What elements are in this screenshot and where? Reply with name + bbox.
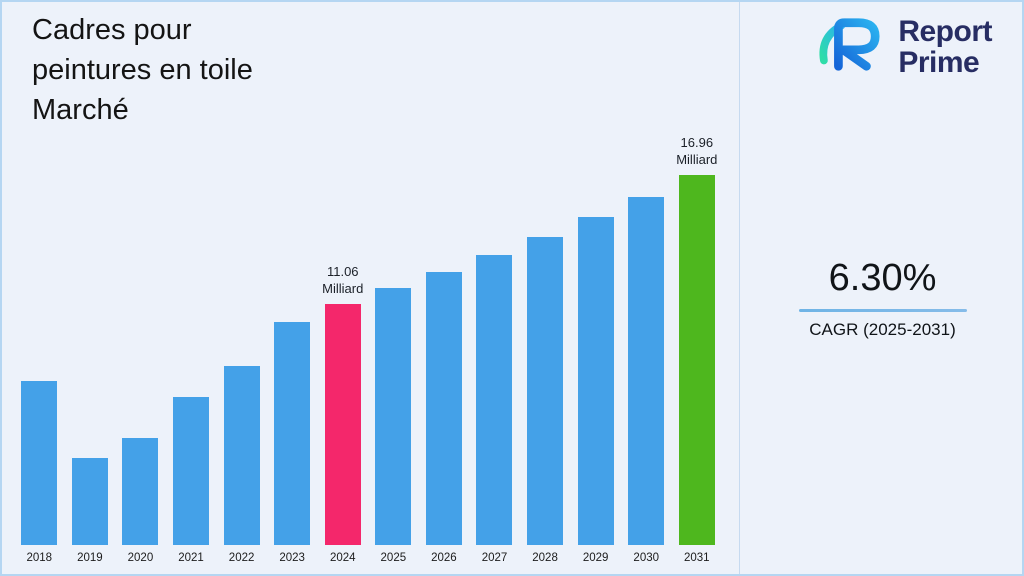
axis-label-2031: 2031: [684, 552, 710, 564]
bar-2031: [678, 175, 715, 545]
bar-group-2019: 2019: [65, 458, 116, 564]
cagr-underline: [798, 309, 967, 312]
bar-group-2022: 2022: [216, 366, 267, 564]
bar-2021: [173, 397, 210, 545]
axis-label-2024: 2024: [329, 552, 356, 564]
axis-label-2018: 2018: [26, 552, 53, 564]
axis-label-2025: 2025: [380, 552, 407, 564]
axis-label-2026: 2026: [431, 552, 457, 564]
bar-2024: [324, 304, 361, 545]
bar-2025: [375, 288, 412, 545]
bar-chart: 2018 2019 2020 2021 2022 2023 11.06 Milliard 202…: [14, 134, 722, 564]
bar-2019: [71, 458, 108, 545]
bar-2023: [274, 322, 311, 545]
axis-label-2022: 2022: [228, 552, 255, 564]
bar-2018: [21, 381, 58, 545]
bar-group-2018: 2018: [14, 381, 65, 564]
bar-group-2021: 2021: [166, 397, 217, 564]
bar-group-2023: 2023: [267, 322, 318, 564]
axis-label-2019: 2019: [77, 552, 103, 564]
report-prime-logo-text: Report Prime: [898, 16, 992, 78]
bar-group-2020: 2020: [115, 438, 166, 564]
logo-text-line1: Report: [898, 14, 992, 48]
bar-2029: [577, 217, 614, 545]
logo-text-line2: Prime: [898, 45, 980, 79]
bar-group-2031: 16.96 Milliard 2031: [672, 134, 723, 564]
axis-label-2027: 2027: [481, 552, 508, 564]
axis-label-2030: 2030: [633, 552, 660, 564]
bar-group-2026: 2026: [419, 272, 470, 564]
bar-group-2027: 2027: [469, 255, 520, 564]
cagr-label: CAGR (2025-2031): [809, 320, 956, 339]
report-prime-logo: Report Prime: [812, 14, 992, 79]
axis-label-2020: 2020: [127, 552, 154, 564]
bar-group-2024: 11.06 Milliard 2024: [317, 263, 368, 564]
bar-2026: [425, 272, 462, 545]
cagr-value: 6.30%: [828, 257, 937, 299]
report-prime-logo-icon: [812, 14, 890, 79]
bar-group-2028: 2028: [520, 237, 571, 564]
page-title: Cadres pour peintures en toile Marché: [32, 14, 253, 126]
bar-2030: [628, 197, 665, 545]
vertical-divider: [739, 2, 740, 574]
axis-label-2023: 2023: [279, 552, 305, 564]
bar-2020: [122, 438, 159, 545]
bar-group-2030: 2030: [621, 197, 672, 564]
bar-2028: [527, 237, 564, 545]
bar-value-label-2024: 11.06 Milliard: [322, 264, 364, 296]
bar-value-label-2031: 16.96 Milliard: [676, 135, 718, 167]
axis-label-2021: 2021: [178, 552, 204, 564]
bar-group-2029: 2029: [570, 217, 621, 564]
bar-group-2025: 2025: [368, 288, 419, 564]
cagr-panel: 6.30% CAGR (2025-2031): [739, 257, 1022, 340]
bar-2027: [476, 255, 513, 545]
bar-2022: [223, 366, 260, 545]
axis-label-2029: 2029: [582, 552, 609, 564]
axis-label-2028: 2028: [532, 552, 558, 564]
